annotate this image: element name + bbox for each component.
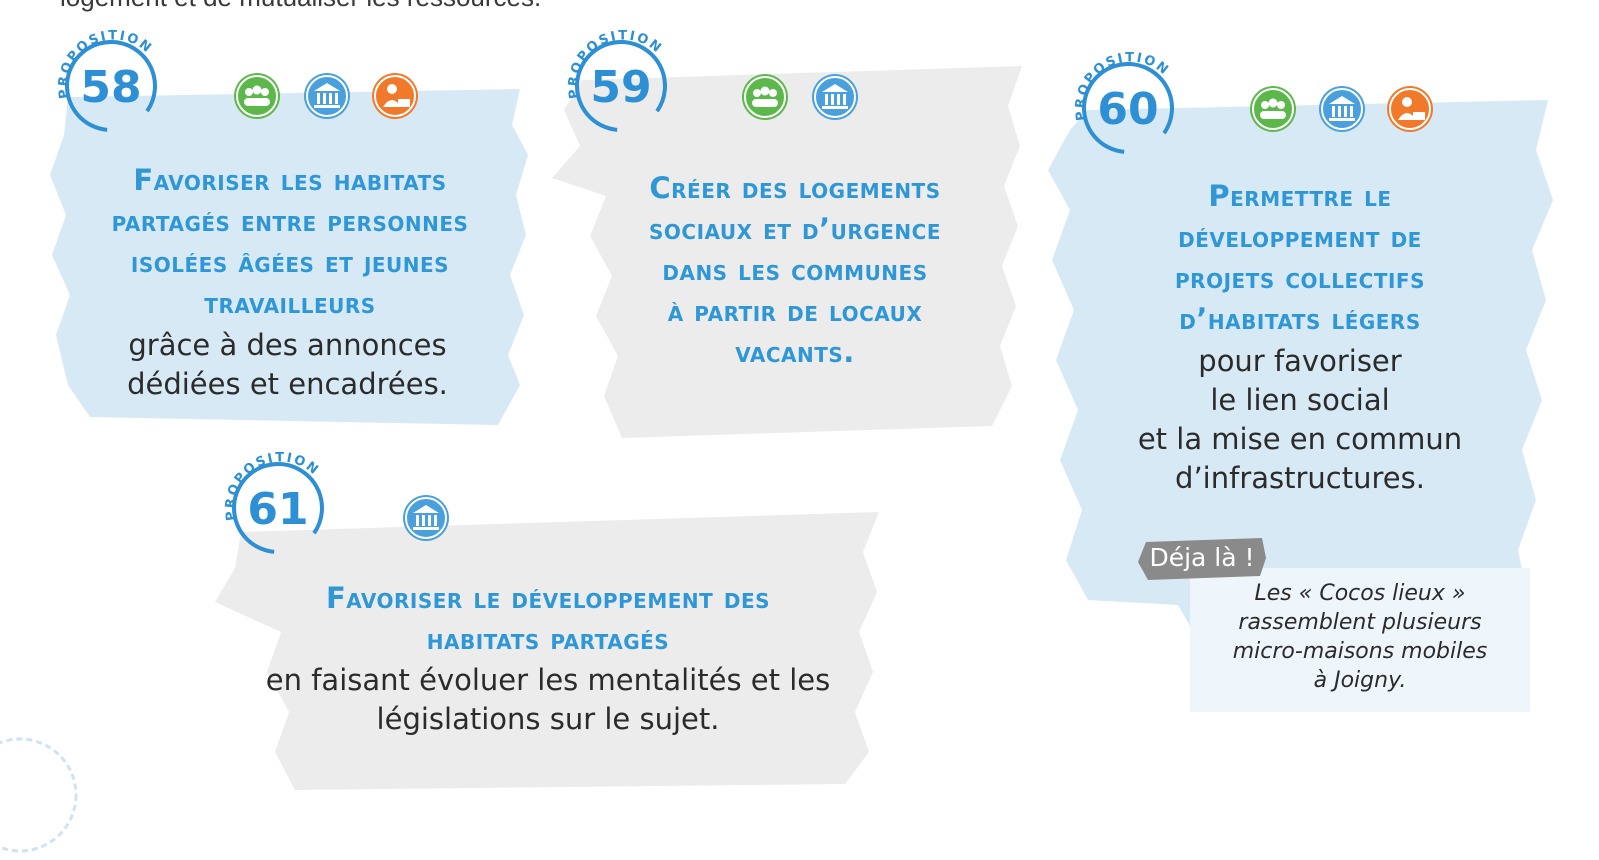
institution-icon: [812, 74, 858, 120]
proposition-number: 60: [1097, 84, 1159, 135]
proposition-number: 59: [590, 62, 652, 113]
proposition-badge: PROPOSITION 61: [222, 450, 334, 562]
proposition-number: 61: [247, 484, 309, 535]
institution-icon: [1319, 86, 1365, 132]
worker-icon: [1387, 86, 1433, 132]
page-number-decoration: [0, 735, 80, 855]
callout-line: Les « Cocos lieux »: [1254, 581, 1466, 606]
proposition-title: Créer des logements sociaux et d’urgence…: [649, 171, 941, 369]
brush-background-60: [1048, 100, 1553, 645]
callout-line: rassemblent plusieurs: [1238, 610, 1482, 635]
proposition-title: Favoriser le développement des habitats …: [325, 581, 771, 656]
badge-ring: PROPOSITION: [566, 28, 668, 132]
brush-background-58: [50, 85, 530, 430]
badge-ring: PROPOSITION: [223, 450, 324, 554]
community-icon: [1250, 86, 1296, 132]
proposition-badge: PROPOSITION 60: [1072, 50, 1184, 162]
proposition-title: Favoriser les habitats partagés entre pe…: [111, 163, 469, 320]
badge-ring: PROPOSITION: [1073, 50, 1174, 154]
brush-background-61: [215, 512, 883, 790]
proposition-badge: PROPOSITION 59: [565, 28, 677, 140]
deja-la-tag: Déja là !: [1138, 538, 1266, 580]
proposition-body: en faisant évoluer les mentalités et les…: [265, 663, 831, 736]
worker-icon: [372, 73, 418, 119]
institution-icon: [403, 495, 449, 541]
proposition-badge: PROPOSITION 58: [55, 28, 167, 140]
callout-box: Les « Cocos lieux » rassemblent plusieur…: [1190, 568, 1530, 712]
community-icon: [234, 73, 280, 119]
proposition-title: Permettre le développement de projets co…: [1175, 179, 1425, 336]
callout-line: micro-maisons mobiles: [1232, 639, 1488, 664]
brush-background-59: [552, 66, 1024, 441]
proposition-number: 58: [80, 62, 142, 113]
community-icon: [742, 74, 788, 120]
institution-icon: [304, 73, 350, 119]
callout-line: à Joigny.: [1313, 668, 1407, 693]
proposition-body: pour favoriser le lien social et la mise…: [1137, 344, 1463, 495]
intro-text-fragment: logement et de mutualiser les ressources…: [60, 0, 541, 13]
proposition-body: grâce à des annonces dédiées et encadrée…: [127, 328, 448, 401]
badge-ring: PROPOSITION: [56, 28, 157, 132]
